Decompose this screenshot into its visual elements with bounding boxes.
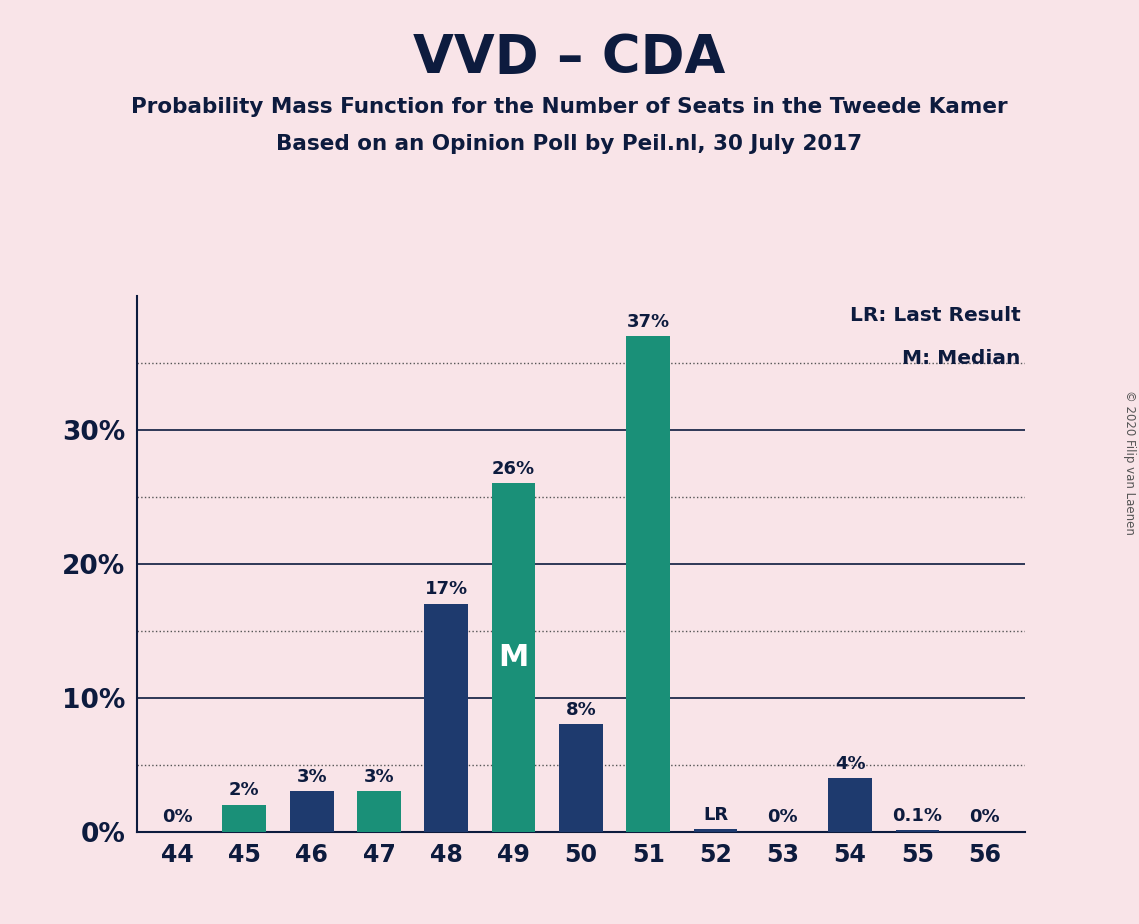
- Bar: [626, 336, 670, 832]
- Text: 17%: 17%: [425, 580, 468, 599]
- Text: © 2020 Filip van Laenen: © 2020 Filip van Laenen: [1123, 390, 1137, 534]
- Bar: [492, 483, 535, 832]
- Text: Based on an Opinion Poll by Peil.nl, 30 July 2017: Based on an Opinion Poll by Peil.nl, 30 …: [277, 134, 862, 154]
- Bar: [222, 805, 267, 832]
- Bar: [895, 831, 940, 832]
- Bar: [559, 724, 603, 832]
- Text: 26%: 26%: [492, 460, 535, 478]
- Bar: [425, 604, 468, 832]
- Bar: [289, 791, 334, 832]
- Bar: [828, 778, 872, 832]
- Text: 8%: 8%: [566, 701, 596, 719]
- Text: 3%: 3%: [363, 768, 394, 786]
- Text: 4%: 4%: [835, 755, 866, 772]
- Text: LR: Last Result: LR: Last Result: [850, 307, 1021, 325]
- Text: 0%: 0%: [969, 808, 1000, 826]
- Text: M: M: [499, 643, 528, 672]
- Text: 0%: 0%: [162, 808, 192, 826]
- Text: LR: LR: [703, 806, 728, 823]
- Text: 0%: 0%: [768, 808, 798, 826]
- Bar: [358, 791, 401, 832]
- Text: 0.1%: 0.1%: [893, 807, 942, 825]
- Text: 37%: 37%: [626, 312, 670, 331]
- Text: VVD – CDA: VVD – CDA: [413, 32, 726, 84]
- Text: 3%: 3%: [296, 768, 327, 786]
- Text: M: Median: M: Median: [902, 349, 1021, 369]
- Bar: [694, 829, 737, 832]
- Text: 2%: 2%: [229, 782, 260, 799]
- Text: Probability Mass Function for the Number of Seats in the Tweede Kamer: Probability Mass Function for the Number…: [131, 97, 1008, 117]
